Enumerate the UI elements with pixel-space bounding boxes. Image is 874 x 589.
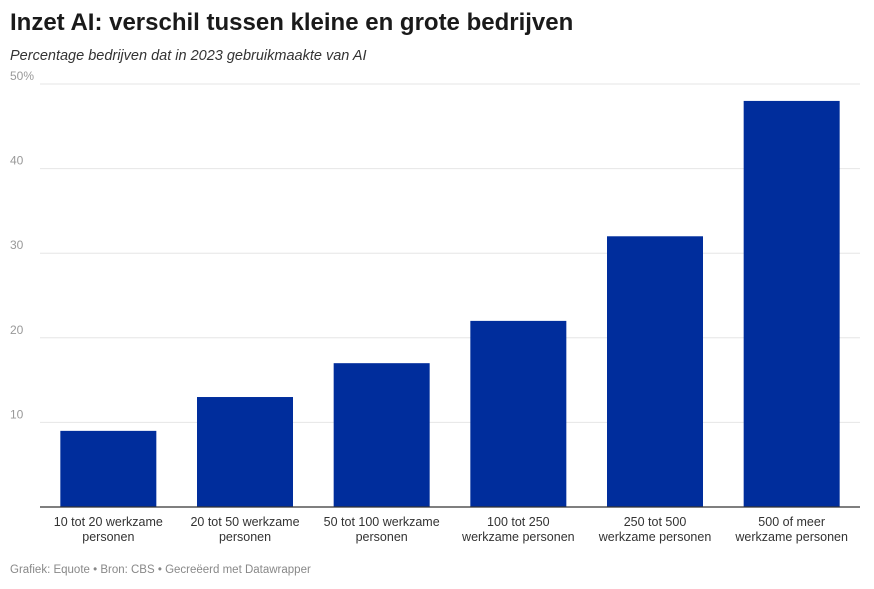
x-category-label-line: personen bbox=[356, 530, 408, 544]
x-category-label: 50 tot 100 werkzame personen bbox=[324, 515, 440, 544]
y-tick-label: 40 bbox=[10, 154, 24, 168]
y-tick-label: 10 bbox=[10, 407, 24, 421]
bar bbox=[743, 100, 840, 508]
x-category-label-line: werkzame personen bbox=[598, 530, 712, 544]
chart-title: Inzet AI: verschil tussen kleine en grot… bbox=[10, 9, 574, 36]
x-category-label: 250 tot 500 werkzame personen bbox=[598, 515, 712, 544]
x-category-label-line: werkzame personen bbox=[734, 530, 848, 544]
y-tick-label: 20 bbox=[10, 323, 24, 337]
x-category-label: 10 tot 20 werkzame personen bbox=[54, 515, 163, 544]
bar bbox=[60, 430, 157, 507]
x-category-label-line: personen bbox=[219, 530, 271, 544]
x-category-label-line: 500 of meer bbox=[758, 515, 825, 529]
x-category-label-line: 100 tot 250 bbox=[487, 515, 550, 529]
x-category-label-line: personen bbox=[82, 530, 134, 544]
bar bbox=[607, 236, 703, 507]
chart-footer: Grafiek: Equote • Bron: CBS • Gecreëerd … bbox=[10, 564, 311, 576]
chart-subtitle: Percentage bedrijven dat in 2023 gebruik… bbox=[10, 48, 367, 64]
x-category-label: 100 tot 250 werkzame personen bbox=[461, 515, 575, 544]
bar bbox=[333, 363, 430, 507]
x-category-label-line: 50 tot 100 werkzame bbox=[324, 515, 440, 529]
x-category-label-line: 20 tot 50 werkzame bbox=[190, 515, 299, 529]
x-category-label: 20 tot 50 werkzame personen bbox=[190, 515, 299, 544]
bar bbox=[197, 397, 293, 507]
x-category-label-line: 250 tot 500 bbox=[624, 515, 687, 529]
y-tick-label: 50% bbox=[10, 69, 34, 83]
y-tick-label: 30 bbox=[10, 238, 24, 252]
bar bbox=[470, 320, 567, 507]
x-category-label-line: 10 tot 20 werkzame bbox=[54, 515, 163, 529]
x-category-label: 500 of meer werkzame personen bbox=[734, 515, 848, 544]
x-category-label-line: werkzame personen bbox=[461, 530, 575, 544]
